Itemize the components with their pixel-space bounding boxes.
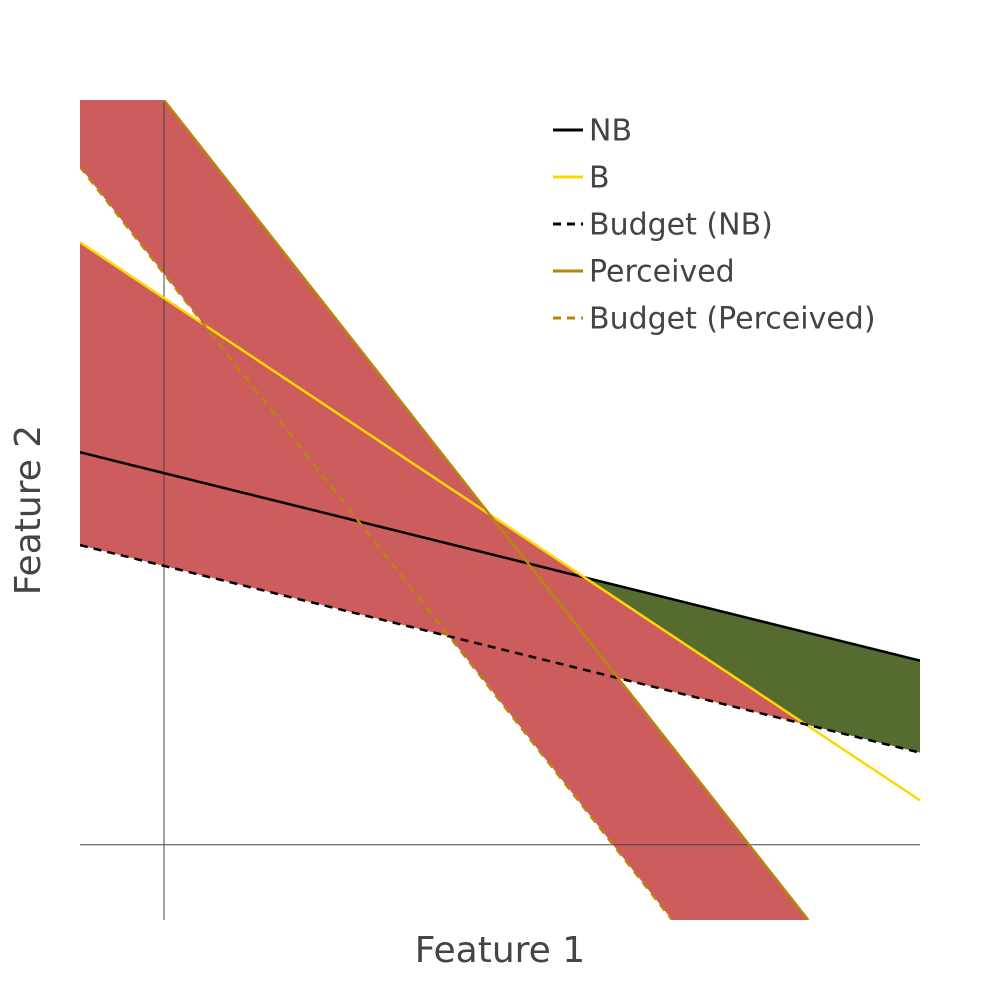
- y-axis-title: Feature 2: [8, 425, 49, 595]
- series-line: [80, 241, 920, 802]
- x-axis-title: Feature 1: [415, 930, 585, 971]
- legend: NB B Budget (NB) Perceived Budget (Perceived…: [553, 114, 876, 337]
- legend-label: B: [589, 161, 610, 196]
- series-line: [80, 543, 920, 754]
- legend-label: Budget (NB): [589, 208, 773, 243]
- series-line: [80, 166, 674, 920]
- legend-label: Perceived: [589, 255, 735, 290]
- plot-area: [80, 100, 920, 920]
- fill-region: [585, 577, 920, 753]
- legend-label: Budget (Perceived): [589, 302, 876, 337]
- fill-region: [80, 100, 809, 920]
- series-line: [163, 100, 810, 920]
- legend-label: NB: [589, 114, 632, 149]
- series-line: [80, 451, 920, 662]
